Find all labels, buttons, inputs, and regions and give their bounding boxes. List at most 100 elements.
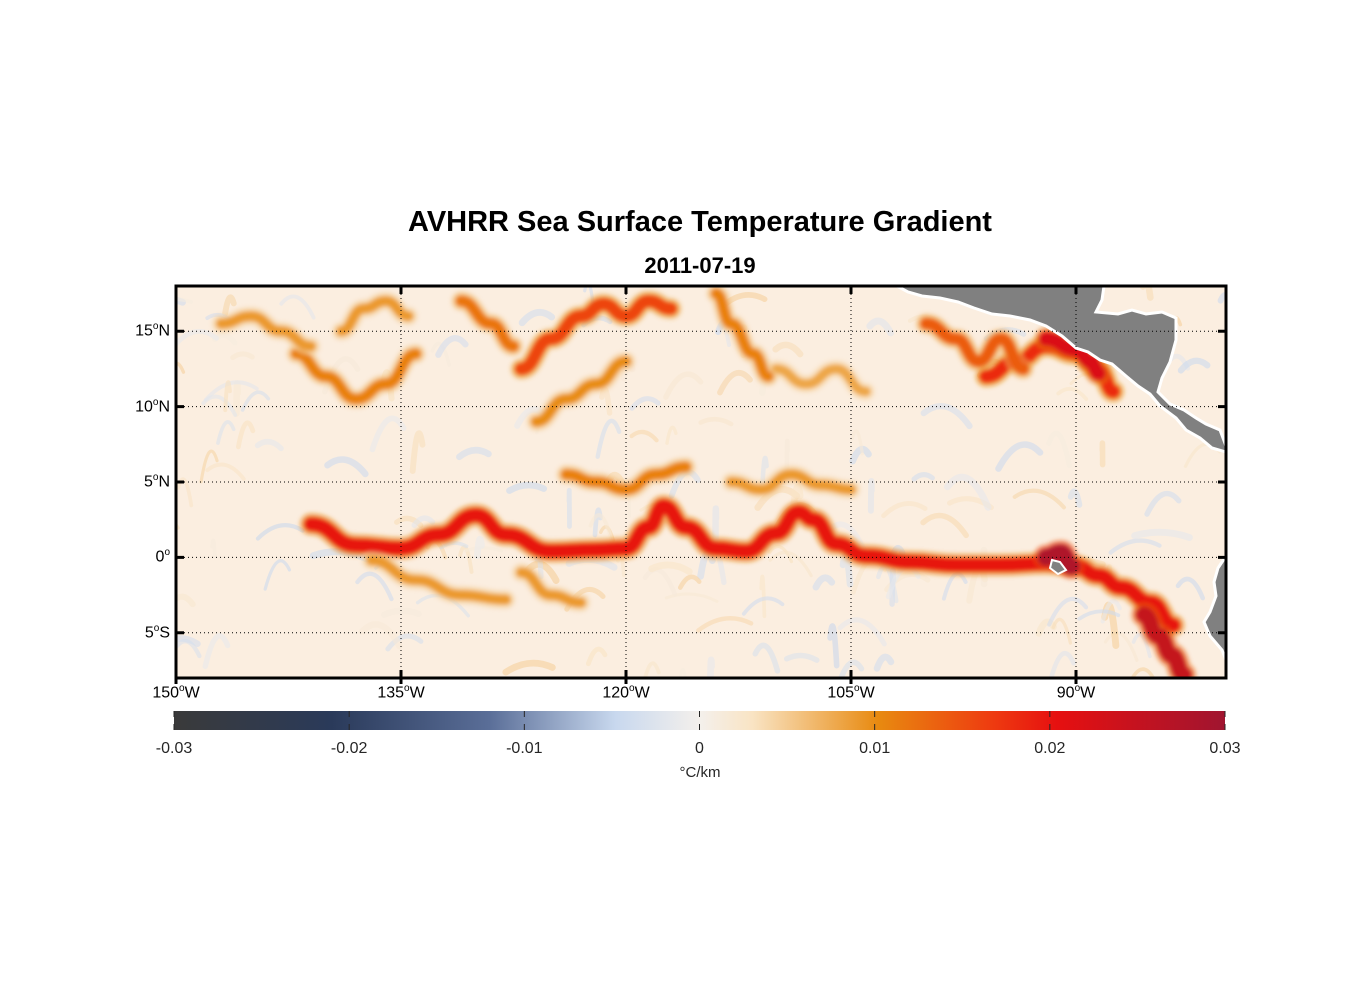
weak-gradient-streak [643, 661, 661, 678]
weak-gradient-streak [1067, 488, 1083, 508]
weak-gradient-streak [279, 294, 316, 320]
land-galapagos [1048, 558, 1068, 576]
front-mid-front-5 [216, 311, 316, 352]
colorbar-tick-label: -0.02 [330, 740, 368, 757]
sst-gradient-fronts [212, 286, 1196, 678]
weak-gradient-streak [1047, 596, 1089, 627]
weak-gradient-streak [698, 416, 734, 427]
weak-gradient-streak [355, 571, 394, 602]
weak-gradient-streak [439, 541, 469, 550]
lon-label: 90oW [1056, 683, 1096, 702]
colorbar-ticks [173, 711, 1226, 730]
front-south-eddy-1 [366, 555, 511, 605]
weak-gradient-streak [1046, 430, 1072, 469]
weak-gradient-streak [254, 438, 284, 452]
weak-gradient-streak [772, 341, 804, 358]
colorbar-tick-label: 0.01 [859, 740, 891, 757]
weak-gradient-streak [867, 478, 875, 514]
colorbar-tick-label: 0.03 [1209, 740, 1241, 757]
weak-gradient-streak [759, 574, 767, 619]
weak-gradient-streak [1100, 598, 1122, 624]
weak-gradient-streak [873, 653, 895, 672]
weak-gradient-streak [176, 593, 196, 608]
weak-gradient-streak [176, 296, 187, 306]
weak-gradient-streak [663, 371, 704, 400]
weak-gradient-streak [712, 505, 720, 544]
weak-gradient-streak [677, 574, 702, 590]
weak-gradient-streak [1175, 576, 1206, 601]
weak-gradient-streak [881, 501, 928, 519]
front-mid-front-6 [336, 296, 414, 337]
weak-gradient-streak [240, 390, 271, 412]
weak-gradient-streak [920, 402, 973, 430]
weak-gradient-streak [1139, 286, 1154, 301]
lon-label: 120oW [602, 683, 650, 702]
weak-gradient-streak [430, 341, 451, 367]
weak-gradient-streak [230, 351, 255, 361]
lon-label: 135oW [377, 683, 425, 702]
weak-gradient-streak [1103, 631, 1139, 662]
weak-gradient-streak [1108, 538, 1162, 555]
weak-gradient-streak [768, 550, 813, 578]
colorbar-tick-label: -0.03 [155, 740, 193, 757]
weak-gradient-streak [358, 621, 403, 650]
weak-gradient-streak [176, 361, 186, 374]
weak-gradient-streak [506, 481, 548, 494]
weak-gradient-streak [837, 617, 887, 647]
front-galapagos-front [1037, 544, 1081, 576]
weak-gradient-streak [205, 462, 246, 481]
weak-gradient-streak [255, 523, 305, 541]
weak-gradient-streak [767, 544, 794, 564]
weak-gradient-streak [369, 415, 407, 453]
weak-gradient-streak [203, 380, 259, 402]
weak-gradient-streak [1144, 490, 1182, 517]
colorbar [174, 711, 1225, 730]
colorbar-tick-label: 0.02 [1034, 740, 1066, 757]
weak-gradient-streak [1056, 386, 1089, 401]
lat-label: 15oN [135, 321, 170, 340]
weak-gradient-streak [944, 473, 992, 511]
lon-label: 105oW [827, 683, 875, 702]
weak-gradient-streak [456, 446, 492, 461]
front-south-front [1135, 606, 1192, 678]
weak-gradient-streak [324, 456, 369, 478]
weak-gradient-streak [263, 559, 292, 591]
weak-gradient-streak [176, 477, 194, 508]
weak-gradient-streak [629, 396, 661, 411]
weak-gradient-streak [235, 420, 256, 450]
graticule [176, 286, 1226, 678]
weak-gradient-streak [741, 596, 785, 616]
weak-gradient-streak [629, 429, 659, 443]
front-south-eddy-2 [516, 567, 586, 608]
lat-label: 10oN [135, 396, 170, 415]
front-mid-front-7 [771, 364, 871, 397]
weak-gradient-streak [1217, 291, 1226, 304]
weak-gradient-streak [642, 567, 678, 597]
front-mid-front-1 [290, 348, 422, 405]
weak-gradient-streak [409, 430, 426, 474]
map-title: AVHRR Sea Surface Temperature Gradient [408, 206, 992, 238]
weak-gradient-streak [1077, 609, 1121, 621]
weak-gradient-streak [760, 455, 769, 486]
colorbar-tick-label: -0.01 [506, 740, 543, 757]
weak-gradient-streak [502, 659, 556, 676]
lat-label: 5oN [143, 472, 170, 491]
weak-gradient-streak [866, 317, 895, 337]
weak-gradient-streak [595, 418, 622, 459]
weak-gradient-streak [385, 633, 424, 652]
weak-gradient-streak [518, 308, 556, 327]
weak-gradient-streak [1131, 632, 1152, 659]
weak-gradient-streak [783, 652, 820, 663]
weak-gradient-streak [216, 420, 236, 445]
weak-gradient-streak [202, 633, 231, 670]
front-north-front-5 [455, 295, 519, 352]
lon-label: 150oW [152, 683, 200, 702]
weak-gradient-streak [812, 574, 836, 591]
weak-gradient-streak [473, 535, 485, 560]
front-north-front-6 [710, 288, 774, 382]
colorbar-units: °C/km [679, 764, 721, 781]
weak-gradient-streak [1012, 488, 1066, 510]
weak-gradient-streak [889, 567, 897, 607]
weak-gradient-streak [1051, 617, 1073, 645]
